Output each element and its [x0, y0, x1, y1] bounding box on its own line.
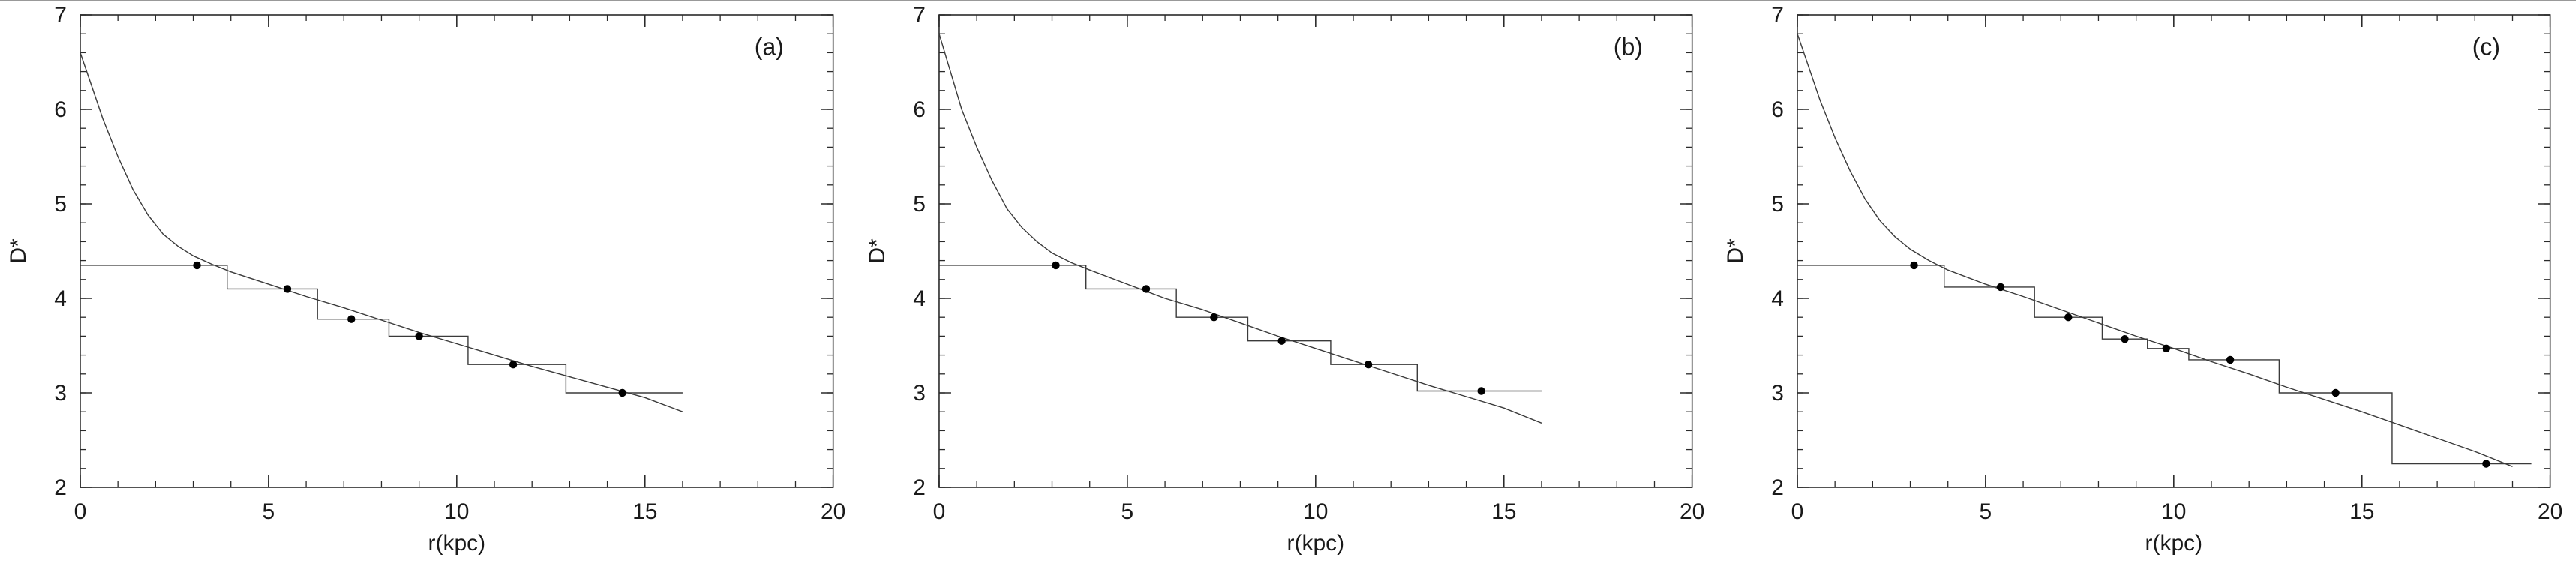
data-point	[193, 261, 201, 270]
x-axis-label: r(kpc)	[2145, 531, 2203, 556]
y-axis-label: D*	[865, 238, 890, 264]
chart-panel-a: 0 5 10 15 20 2 3 4 5 6 7 (a) r(kpc) D*	[0, 1, 859, 572]
chart-svg-c: 0 5 10 15 20 2 3 4 5 6 7 (c) r(kpc) D*	[1723, 3, 2562, 556]
y-tick-label: 4	[913, 286, 926, 311]
data-point	[1051, 261, 1060, 270]
y-tick-label: 2	[913, 475, 926, 500]
x-tick-label: 10	[444, 499, 469, 524]
y-tick-label: 6	[913, 97, 926, 122]
data-point	[2162, 344, 2171, 352]
x-tick-label: 5	[1980, 499, 1992, 524]
binned-step-function	[1797, 265, 2532, 465]
data-point	[1142, 285, 1150, 293]
y-tick-label: 7	[1772, 3, 1785, 28]
data-point	[1477, 387, 1485, 395]
data-point	[2482, 460, 2490, 468]
y-tick-label: 2	[54, 475, 67, 500]
panel-label: (a)	[755, 34, 784, 61]
chart-panel-b: 0 5 10 15 20 2 3 4 5 6 7 (b) r(kpc) D*	[859, 1, 1718, 572]
data-point	[347, 315, 356, 323]
plot-frame	[1797, 14, 2551, 488]
data-point	[283, 285, 292, 293]
binned-step-function	[80, 265, 683, 394]
data-point	[618, 388, 626, 397]
plot-frame	[80, 14, 834, 488]
chart-svg-b: 0 5 10 15 20 2 3 4 5 6 7 (b) r(kpc) D*	[865, 3, 1704, 556]
y-tick-label: 7	[54, 3, 67, 28]
x-tick-label: 10	[2161, 499, 2186, 524]
y-axis-label: D*	[1723, 238, 1748, 264]
y-axis-label: D*	[6, 238, 31, 264]
data-point	[2064, 313, 2073, 322]
data-point	[2226, 355, 2235, 364]
data-point	[1209, 313, 1218, 322]
y-tick-label: 6	[1772, 97, 1785, 122]
x-tick-label: 0	[1791, 499, 1804, 524]
panel-label: (b)	[1613, 34, 1642, 61]
x-axis-label: r(kpc)	[1286, 531, 1344, 556]
data-point	[1997, 283, 2005, 292]
data-point	[2331, 388, 2340, 397]
x-tick-label: 20	[1680, 499, 1704, 524]
x-tick-label: 0	[74, 499, 87, 524]
y-tick-label: 6	[54, 97, 67, 122]
x-tick-label: 0	[932, 499, 945, 524]
x-tick-label: 5	[263, 499, 275, 524]
y-tick-label: 3	[1772, 381, 1785, 406]
data-point	[2121, 335, 2130, 343]
y-tick-label: 5	[54, 192, 67, 217]
panel-label: (c)	[2472, 34, 2500, 61]
x-tick-label: 10	[1303, 499, 1328, 524]
chart-svg-a: 0 5 10 15 20 2 3 4 5 6 7 (a) r(kpc) D*	[6, 3, 845, 556]
binned-step-function	[938, 265, 1542, 392]
x-tick-label: 20	[2538, 499, 2562, 524]
x-tick-label: 15	[1491, 499, 1516, 524]
y-tick-label: 5	[1772, 192, 1785, 217]
data-point	[1277, 337, 1286, 345]
x-tick-label: 20	[821, 499, 845, 524]
x-axis-label: r(kpc)	[428, 531, 486, 556]
plot-frame	[938, 14, 1693, 488]
x-tick-label: 15	[2349, 499, 2374, 524]
y-tick-label: 3	[913, 381, 926, 406]
y-tick-label: 4	[54, 286, 67, 311]
data-point	[1364, 361, 1372, 369]
smooth-model-curve	[80, 52, 683, 412]
chart-panel-c: 0 5 10 15 20 2 3 4 5 6 7 (c) r(kpc) D*	[1717, 1, 2576, 572]
y-tick-label: 5	[913, 192, 926, 217]
data-point	[509, 361, 518, 369]
data-point	[415, 332, 423, 340]
y-tick-label: 3	[54, 381, 67, 406]
smooth-model-curve	[1797, 33, 2514, 467]
x-tick-label: 5	[1121, 499, 1133, 524]
y-tick-label: 7	[913, 3, 926, 28]
y-tick-label: 4	[1772, 286, 1785, 311]
x-tick-label: 15	[632, 499, 657, 524]
data-point	[1910, 261, 1919, 270]
smooth-model-curve	[938, 33, 1542, 424]
y-tick-label: 2	[1772, 475, 1785, 500]
